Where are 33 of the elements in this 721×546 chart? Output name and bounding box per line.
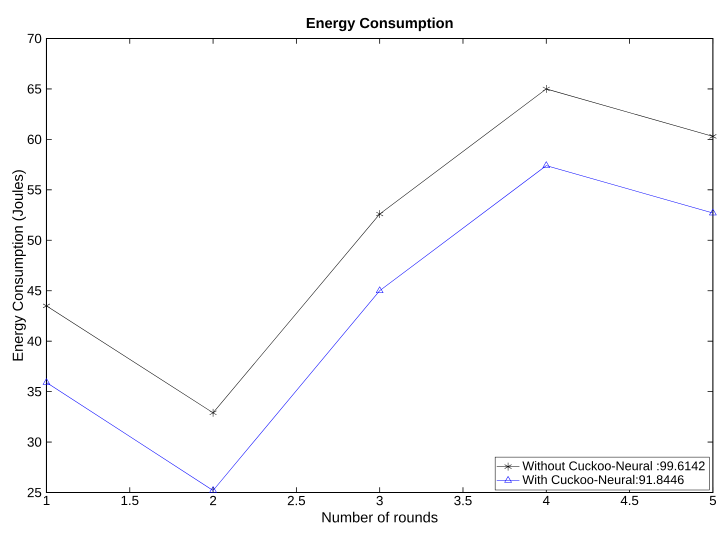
point bbox=[42, 378, 50, 385]
point bbox=[209, 408, 217, 418]
y-tick-label: 65 bbox=[28, 84, 42, 94]
point bbox=[376, 210, 384, 218]
point bbox=[709, 132, 717, 141]
x-tick-label: 2 bbox=[210, 496, 216, 506]
x-tick-label: 2.5 bbox=[288, 496, 306, 506]
y-tick-label: 30 bbox=[28, 438, 42, 447]
legend-label: With Cuckoo-Neural:91.8446 bbox=[522, 475, 684, 484]
legend-label: Without Cuckoo-Neural :99.6142 bbox=[522, 461, 705, 471]
y-tick-label: 45 bbox=[27, 286, 42, 296]
point bbox=[376, 286, 384, 294]
point bbox=[542, 162, 550, 168]
y-tick-label: 40 bbox=[27, 336, 42, 346]
y-tick-label: 25 bbox=[28, 488, 42, 498]
x-tick-label: 1.5 bbox=[122, 496, 138, 506]
x-tick-label: 4.5 bbox=[620, 496, 638, 506]
x-tick-label: 1 bbox=[44, 496, 50, 506]
point bbox=[709, 208, 717, 216]
x-tick-label: 3.5 bbox=[454, 496, 472, 506]
y-tick-label: 35 bbox=[28, 387, 42, 396]
y-tick-label: 50 bbox=[28, 236, 42, 246]
y-axis-title: Energy Consumption (Joules) bbox=[12, 170, 26, 361]
x-tick-label: 3 bbox=[376, 496, 383, 506]
y-tick-label: 70 bbox=[28, 34, 42, 44]
x-axis-title: Number of rounds bbox=[322, 512, 438, 523]
point bbox=[209, 486, 217, 493]
y-tick-label: 55 bbox=[28, 185, 42, 195]
point bbox=[542, 84, 550, 94]
chart-title: Energy Consumption bbox=[306, 18, 453, 32]
x-tick-label: 5 bbox=[710, 496, 716, 506]
x-tick-label: 4 bbox=[542, 496, 550, 506]
y-tick-label: 60 bbox=[28, 134, 42, 144]
